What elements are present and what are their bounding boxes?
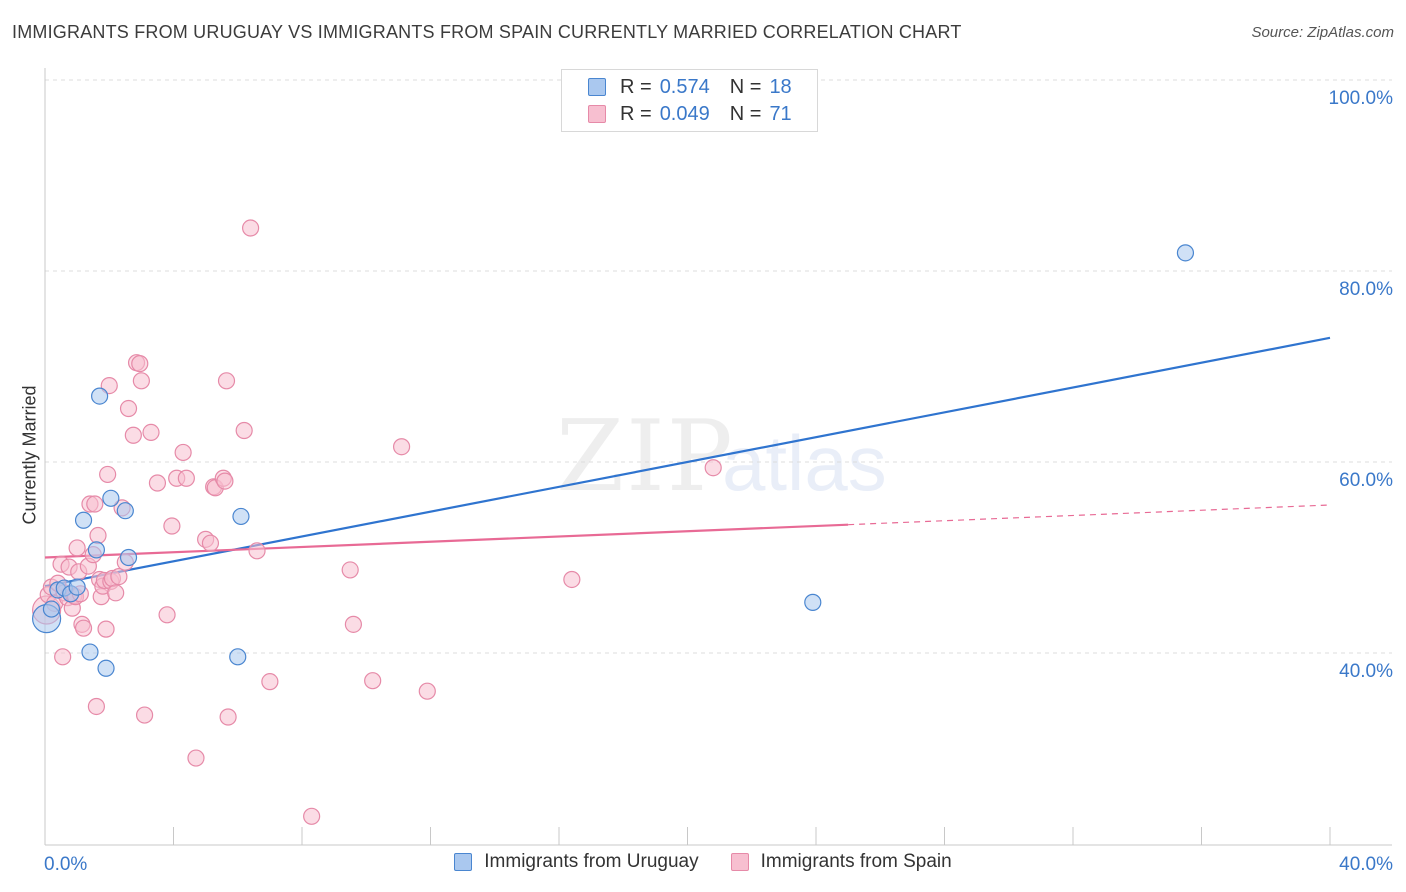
legend-item-uruguay[interactable]: Immigrants from Uruguay (454, 851, 699, 873)
spain-point (119, 399, 138, 418)
spain-point (261, 673, 279, 691)
chart-title: IMMIGRANTS FROM URUGUAY VS IMMIGRANTS FR… (12, 22, 962, 42)
uruguay-point (102, 489, 120, 507)
source-label: Source: ZipAtlas.com (1251, 24, 1394, 41)
spain-point (107, 584, 125, 602)
spain-point (124, 426, 142, 444)
legend-swatch-spain (730, 853, 749, 871)
legend-swatch-uruguay (588, 78, 606, 96)
y-tick-label: 60.0% (1339, 470, 1393, 491)
spain-point (135, 706, 154, 724)
spain-point (163, 517, 181, 535)
axes (44, 68, 1392, 846)
trend-line-spain (44, 523, 849, 559)
spain-point (219, 708, 237, 726)
watermark-zip: ZIP (556, 400, 735, 514)
legend-n-value: 71 (769, 102, 792, 125)
x-tick-label: 40.0% (1339, 854, 1393, 875)
uruguay-point (804, 593, 822, 611)
tick-labels: 40.0% 60.0% 80.0% 100.0% 0.0% 40.0% (44, 88, 1393, 875)
spain-point (392, 438, 411, 456)
legend-r-value: 0.049 (659, 102, 710, 125)
legend-row-spain: R = 0.049 N = 71 (588, 101, 792, 127)
legend-swatch-uruguay (454, 853, 473, 871)
spain-point (142, 423, 160, 441)
legend-r-value: 0.574 (659, 75, 710, 98)
spain-point (187, 749, 205, 767)
uruguay-point (97, 659, 115, 677)
spain-point (216, 472, 234, 490)
spain-point (86, 495, 104, 513)
uruguay-point (119, 548, 138, 567)
spain-point (131, 355, 149, 373)
series-legend: Immigrants from Uruguay Immigrants from … (0, 851, 1406, 873)
spain-point (344, 615, 362, 633)
legend-row-uruguay: R = 0.574 N = 18 (588, 74, 792, 100)
spain-point (132, 372, 150, 390)
uruguay-point (229, 648, 247, 666)
spain-point (177, 469, 195, 487)
uruguay-point (81, 643, 99, 661)
y-tick-label: 80.0% (1339, 279, 1393, 300)
spain-point (248, 542, 266, 560)
spain-point (563, 570, 581, 589)
spain-point (158, 606, 176, 624)
legend-n-label: N = (729, 75, 762, 98)
spain-point (89, 526, 107, 545)
legend-label-spain: Immigrants from Spain (760, 851, 952, 872)
spain-point (704, 459, 722, 477)
trend-line-spain-extension (848, 504, 1331, 526)
x-tick-label: 0.0% (44, 854, 87, 875)
y-tick-label: 40.0% (1339, 661, 1393, 682)
y-tick-label: 100.0% (1329, 88, 1394, 109)
spain-point (110, 567, 128, 586)
spain-point (97, 620, 115, 638)
uruguay-point (74, 511, 93, 529)
legend-item-spain[interactable]: Immigrants from Spain (730, 851, 952, 873)
gridlines (45, 79, 1392, 654)
uruguay-point (1176, 244, 1195, 262)
legend-label-uruguay: Immigrants from Uruguay (484, 851, 699, 872)
watermark-atlas: atlas (722, 419, 887, 507)
spain-point (54, 648, 72, 666)
legend-n-label: N = (729, 102, 762, 125)
spain-point (303, 807, 321, 825)
spain-point (174, 443, 192, 462)
uruguay-point (116, 502, 134, 520)
legend-n-value: 18 (769, 75, 792, 98)
legend-swatch-spain (588, 105, 606, 123)
uruguay-point (232, 507, 250, 526)
spain-point (217, 372, 236, 390)
spain-point (148, 474, 167, 492)
legend-r-label: R = (620, 102, 652, 125)
uruguay-point (87, 541, 106, 559)
spain-point (68, 539, 86, 557)
spain-point (364, 672, 382, 690)
spain-point (341, 561, 359, 579)
spain-point (242, 219, 260, 237)
uruguay-point (91, 387, 109, 405)
uruguay-point (68, 578, 86, 596)
spain-point (100, 377, 118, 395)
scatter-points (32, 219, 1195, 825)
uruguay-point (42, 600, 61, 618)
legend-r-label: R = (620, 75, 652, 98)
spain-point (418, 682, 436, 700)
spain-point (99, 465, 117, 484)
stats-legend: R = 0.574 N = 18 R = 0.049 N = 71 (561, 69, 818, 132)
spain-point (235, 421, 253, 440)
spain-point (201, 534, 220, 552)
spain-point (74, 619, 93, 637)
spain-point (87, 697, 106, 716)
